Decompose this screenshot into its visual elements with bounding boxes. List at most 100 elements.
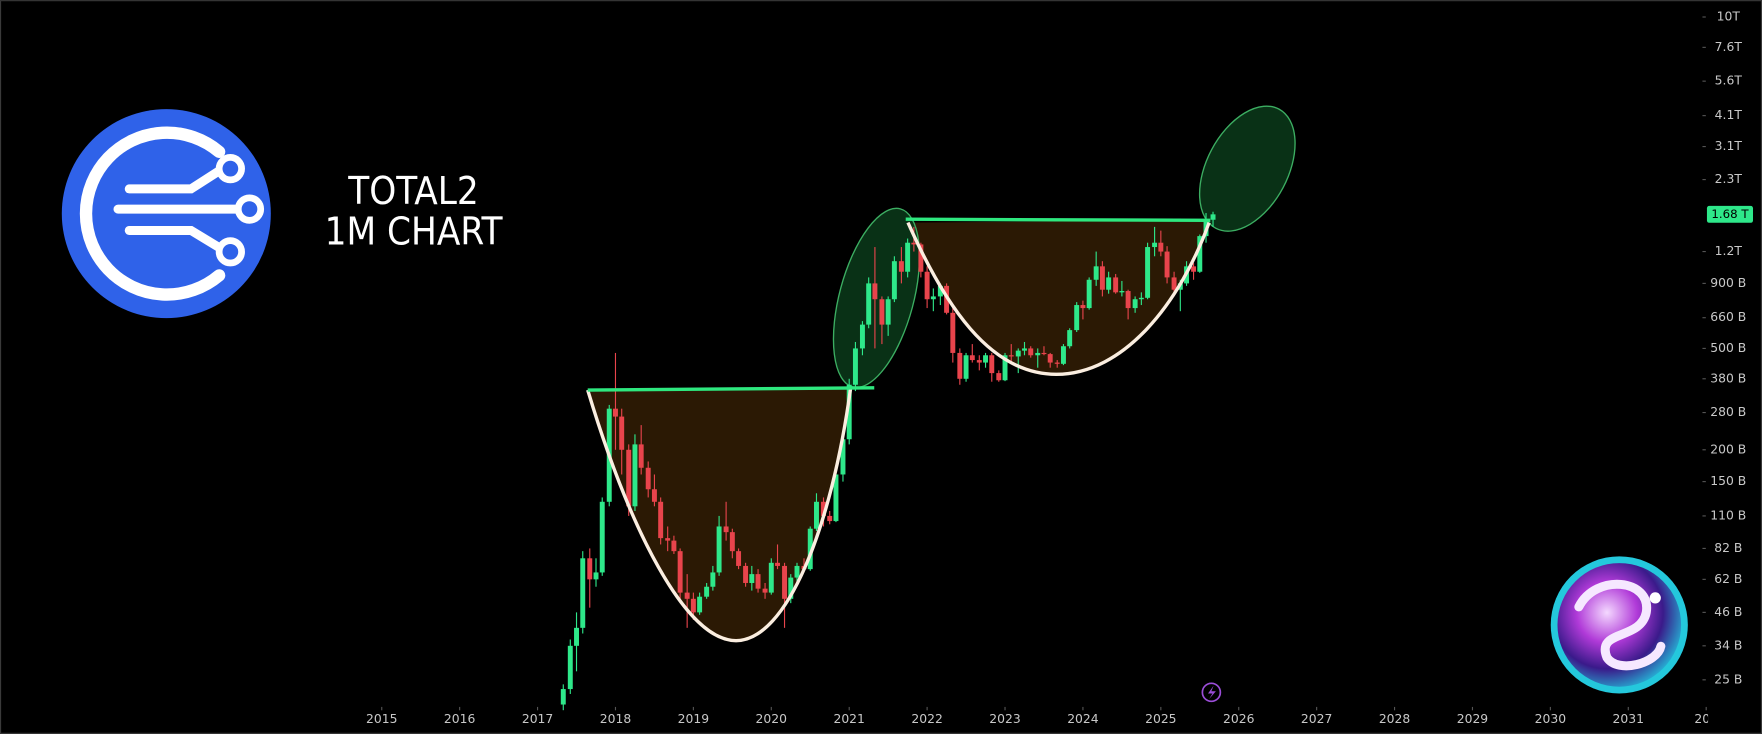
y-tick-label: 900 B xyxy=(1710,276,1746,290)
x-tick-label: 2025 xyxy=(1145,712,1176,726)
cup-fill xyxy=(587,387,875,641)
candle-body xyxy=(989,355,995,374)
candle-body xyxy=(677,551,683,593)
candle-body xyxy=(626,449,632,507)
y-tick-label: 150 B xyxy=(1710,474,1746,488)
x-tick-label: 2020 xyxy=(756,712,788,726)
candle-body xyxy=(1191,266,1197,272)
candle-body xyxy=(671,540,677,552)
price-axis xyxy=(1702,0,1762,734)
candle-body xyxy=(846,384,852,440)
candle-body xyxy=(1060,346,1066,364)
candle-body xyxy=(924,271,930,300)
candle-body xyxy=(1080,305,1086,309)
candle-body xyxy=(957,352,963,379)
target-ellipse xyxy=(1198,105,1296,232)
candle-body xyxy=(866,283,872,325)
candle-body xyxy=(684,592,690,599)
candle-body xyxy=(1158,242,1164,252)
candle-body xyxy=(918,244,924,272)
y-tick-label: 280 B xyxy=(1710,405,1746,419)
candle-body xyxy=(567,645,573,690)
candle-body xyxy=(1113,277,1119,293)
candle-body xyxy=(898,261,904,272)
cup-curve xyxy=(586,387,853,643)
cup-curve xyxy=(906,221,1211,376)
candle-body xyxy=(665,538,671,541)
candle-body xyxy=(1022,348,1027,351)
candle-body xyxy=(775,562,780,566)
y-tick-label: 660 B xyxy=(1710,310,1746,324)
candle-body xyxy=(1138,297,1144,300)
candle-body xyxy=(1054,362,1060,364)
chart-title: TOTAL2 xyxy=(347,170,479,214)
x-tick-label: 2028 xyxy=(1379,712,1411,726)
y-tick-label: 46 B xyxy=(1714,605,1742,619)
alert-icon[interactable] xyxy=(1201,682,1222,703)
x-tick-label: 2030 xyxy=(1535,712,1567,726)
candle-body xyxy=(1099,266,1105,290)
candle-body xyxy=(937,285,943,297)
candle-body xyxy=(852,348,858,385)
y-tick-label: 82 B xyxy=(1714,541,1742,555)
x-tick-label: 2015 xyxy=(366,712,397,726)
y-tick-label: 500 B xyxy=(1710,341,1746,355)
candle-body xyxy=(710,572,716,587)
candle-body xyxy=(840,439,846,475)
candle-body xyxy=(859,324,865,349)
price-axis-mask xyxy=(1708,708,1762,733)
logo xyxy=(61,109,271,319)
candle-body xyxy=(651,489,657,502)
y-tick-label: 62 B xyxy=(1714,572,1742,586)
x-tick-label: 2016 xyxy=(444,712,476,726)
candle-body xyxy=(1106,277,1112,290)
candle-body xyxy=(599,501,605,573)
candle-body xyxy=(690,598,696,613)
candle-body xyxy=(1119,291,1125,293)
y-tick-label: 2.3T xyxy=(1715,172,1743,186)
candle-body xyxy=(827,515,833,522)
candle-body xyxy=(1002,355,1008,381)
x-tick-label: 2019 xyxy=(678,712,709,726)
y-tick-label: 10T xyxy=(1717,9,1741,23)
candle-body xyxy=(704,586,710,597)
y-tick-label: 5.6T xyxy=(1715,74,1743,88)
candle-body xyxy=(723,526,729,533)
candle-body xyxy=(885,299,891,325)
candle-body xyxy=(749,574,755,583)
candle-body xyxy=(593,572,599,580)
candle-body xyxy=(755,574,761,589)
candle-body xyxy=(762,588,768,593)
candle-body xyxy=(1210,214,1216,220)
candle-body xyxy=(788,577,794,599)
candle-body xyxy=(1008,355,1014,357)
x-tick-label: 2023 xyxy=(989,712,1020,726)
candle-body xyxy=(658,501,664,539)
candle-body xyxy=(891,261,897,300)
candle-body xyxy=(1047,354,1053,363)
candle-body xyxy=(1041,352,1047,355)
candle-body xyxy=(736,551,742,566)
avatar xyxy=(1550,556,1688,694)
x-tick-label: 2029 xyxy=(1457,712,1488,726)
x-tick-label: 2022 xyxy=(911,712,942,726)
candle-body xyxy=(1132,299,1138,309)
candle-body xyxy=(950,312,956,353)
candle-body xyxy=(645,467,651,490)
x-tick-label: 2027 xyxy=(1301,712,1332,726)
candle-body xyxy=(1125,291,1131,309)
x-tick-label: 2031 xyxy=(1613,712,1644,726)
candle-body xyxy=(963,355,969,379)
y-tick-label: 110 B xyxy=(1710,508,1746,522)
chart-title: 1M CHART xyxy=(325,210,504,254)
candle-body xyxy=(821,501,826,516)
y-tick-label: 200 B xyxy=(1710,442,1746,456)
candle-body xyxy=(1093,266,1099,280)
candle-body xyxy=(587,558,593,580)
candle-body xyxy=(768,562,774,593)
candle-body xyxy=(1028,348,1034,356)
candle-body xyxy=(1015,350,1021,357)
candle-body xyxy=(782,565,788,599)
